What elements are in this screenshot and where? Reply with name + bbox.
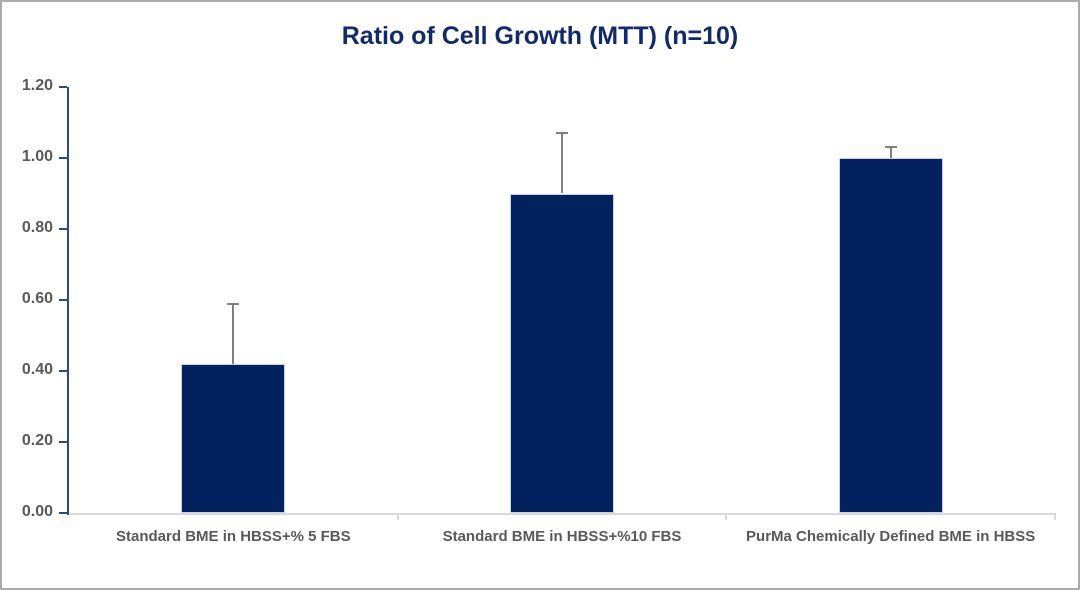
y-axis-tick (59, 299, 67, 301)
error-bar-cap-2 (556, 132, 568, 135)
y-axis-tick (59, 370, 67, 372)
x-axis-category-tick (396, 513, 399, 520)
error-bar-stem-1 (232, 303, 235, 364)
y-axis-tick-label: 0.00 (21, 503, 53, 520)
x-axis-category-label-3: PurMa Chemically Defined BME in HBSS (746, 528, 1036, 545)
bar-2 (510, 193, 614, 513)
error-bar-cap-3 (884, 146, 897, 149)
x-axis-line (69, 513, 1055, 515)
y-axis-tick-label: 0.80 (21, 219, 53, 236)
chart-title: Ratio of Cell Growth (MTT) (n=10) (341, 22, 739, 50)
error-bar-stem-3 (889, 147, 892, 158)
y-axis-tick (59, 228, 67, 230)
error-bar-stem-2 (561, 133, 563, 194)
y-axis-tick (59, 512, 67, 514)
y-axis-tick-label: 0.40 (21, 361, 53, 378)
y-axis-tick-label: 0.20 (21, 432, 53, 449)
y-axis-tick-label: 1.00 (21, 148, 53, 165)
bar-1 (181, 363, 286, 513)
x-axis-category-tick (1054, 513, 1056, 520)
y-axis-line (67, 87, 69, 515)
y-axis-tick (59, 157, 67, 159)
bar-3 (838, 158, 943, 513)
y-axis-tick (59, 86, 67, 88)
y-axis-tick-label: 1.20 (21, 77, 53, 94)
x-axis-category-label-1: Standard BME in HBSS+% 5 FBS (116, 528, 351, 545)
y-axis-tick (59, 441, 67, 443)
x-axis-category-tick (725, 513, 728, 520)
x-axis-category-label-2: Standard BME in HBSS+%10 FBS (442, 528, 682, 545)
error-bar-cap-1 (227, 302, 240, 305)
y-axis-tick-label: 0.60 (21, 290, 53, 307)
